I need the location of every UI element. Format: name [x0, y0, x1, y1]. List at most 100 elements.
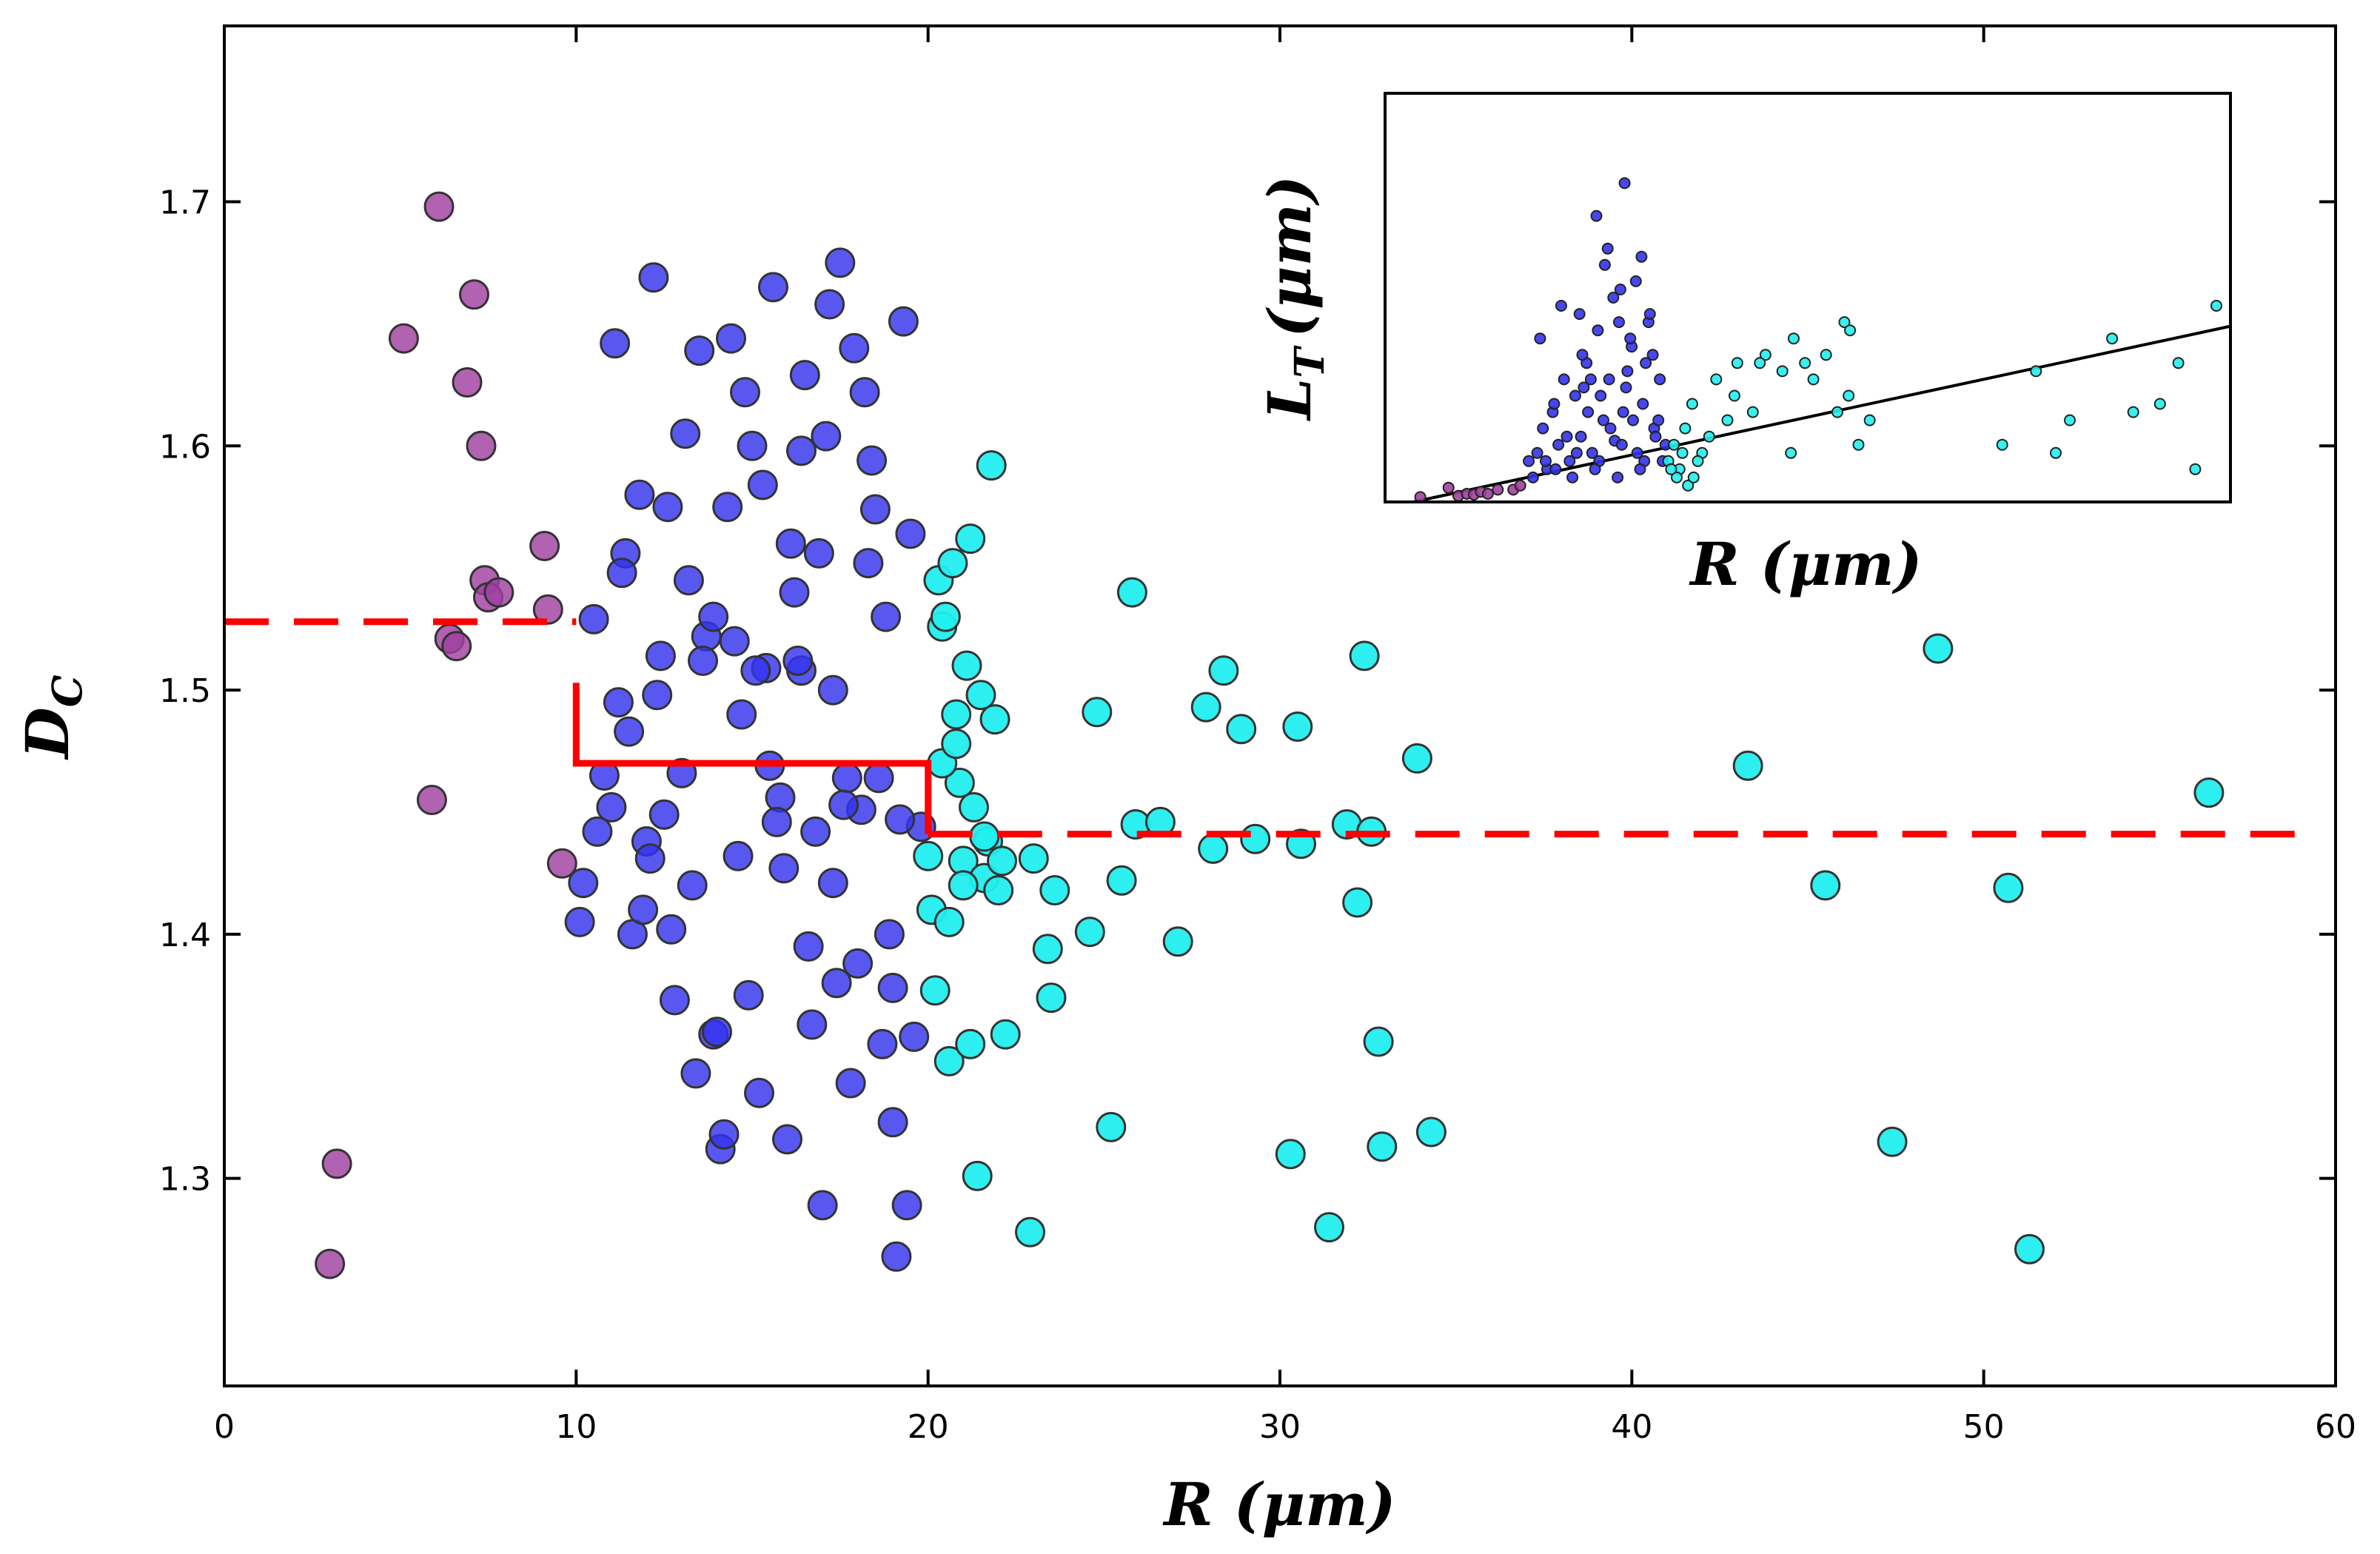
inset-point-medium — [1523, 455, 1535, 467]
main-point-large — [913, 840, 944, 871]
main-point-large — [1036, 982, 1067, 1014]
inset-point-large — [2189, 463, 2202, 475]
inset-point-medium — [1614, 284, 1626, 295]
main-point-medium — [740, 655, 771, 686]
main-y-axis-title-sub: C — [43, 674, 91, 707]
main-point-large — [919, 975, 951, 1006]
inset-point-large — [1668, 438, 1680, 451]
main-point-large — [990, 1019, 1021, 1050]
inset-point-large — [1844, 324, 1857, 337]
inset-point-medium — [1604, 422, 1617, 435]
main-point-medium — [772, 1124, 802, 1155]
main-x-tick-label: 10 — [555, 1408, 597, 1446]
inset-point-medium — [1584, 373, 1597, 386]
main-point-large — [955, 523, 986, 555]
inset-point-medium — [1612, 471, 1624, 483]
main-y-axis-title-main: D — [13, 707, 82, 760]
inset-point-medium — [1526, 471, 1539, 483]
inset-point-medium — [1654, 373, 1666, 386]
inset-point-large — [1996, 438, 2008, 451]
inset-point-large — [1731, 357, 1743, 369]
main-point-large — [1993, 872, 2024, 903]
inset-point-large — [1686, 398, 1698, 410]
inset-point-large — [1676, 446, 1689, 459]
main-x-tick-label: 60 — [2315, 1408, 2356, 1446]
main-point-medium — [881, 1241, 912, 1272]
main-point-medium — [645, 640, 676, 671]
main-x-tick-label: 30 — [1259, 1408, 1301, 1446]
main-point-large — [1074, 917, 1105, 948]
inset-point-large — [1863, 414, 1876, 426]
inset-point-large — [1754, 357, 1766, 369]
main-point-medium — [733, 979, 764, 1011]
main-point-medium — [831, 763, 862, 794]
inset-point-medium — [1549, 463, 1562, 475]
main-point-medium — [786, 435, 817, 466]
main-x-tick-label: 20 — [908, 1408, 949, 1446]
main-point-medium — [821, 968, 852, 999]
inset-point-medium — [1640, 357, 1652, 369]
inset-point-large — [2050, 446, 2062, 459]
inset-point-large — [1852, 438, 1865, 451]
main-point-medium — [726, 699, 757, 730]
inset-plot: R (μm) LT (μm) — [1255, 92, 2232, 599]
main-point-large — [1367, 1131, 1398, 1162]
main-point-medium — [877, 972, 908, 1003]
main-point-medium — [730, 377, 760, 408]
main-point-small — [441, 631, 472, 662]
inset-point-medium — [1637, 398, 1649, 410]
main-point-medium — [895, 518, 926, 549]
main-point-large — [955, 1028, 986, 1059]
main-point-medium — [859, 494, 891, 525]
inset-point-large — [2064, 414, 2076, 426]
inset-point-medium — [1555, 300, 1567, 312]
main-point-medium — [737, 430, 768, 461]
inset-data-points — [1414, 177, 2222, 503]
main-point-large — [1198, 833, 1229, 864]
inset-point-medium — [1631, 446, 1643, 459]
inset-point-large — [1692, 455, 1704, 467]
main-x-tick-label: 50 — [1963, 1408, 2005, 1446]
inset-point-medium — [1617, 406, 1629, 418]
inset-y-axis-title: LT (μm) — [1255, 175, 1333, 421]
main-point-medium — [719, 626, 750, 657]
main-point-medium — [628, 894, 659, 925]
inset-point-large — [2127, 406, 2139, 418]
main-point-large — [959, 791, 989, 823]
inset-point-medium — [1540, 455, 1552, 467]
main-point-large — [965, 680, 996, 711]
main-x-tick-label: 40 — [1611, 1408, 1652, 1446]
main-point-large — [1342, 887, 1373, 918]
inset-point-medium — [1603, 373, 1615, 386]
main-x-tick-label: 0 — [214, 1408, 235, 1446]
main-point-large — [1401, 743, 1432, 774]
inset-point-large — [1729, 389, 1740, 402]
inset-point-medium — [1634, 463, 1646, 475]
main-point-large — [987, 845, 1017, 877]
inset-point-medium — [1646, 349, 1659, 361]
main-point-large — [948, 870, 979, 901]
main-point-large — [1190, 691, 1221, 723]
main-point-medium — [814, 289, 845, 320]
main-y-tick-label: 1.5 — [159, 672, 211, 710]
inset-point-large — [1721, 414, 1734, 426]
inset-point-large — [1820, 349, 1832, 361]
main-point-medium — [656, 914, 687, 945]
main-point-medium — [891, 1190, 922, 1221]
inset-point-large — [2210, 300, 2222, 312]
inset-point-small — [1481, 488, 1494, 500]
main-point-medium — [680, 1058, 711, 1089]
main-point-large — [962, 1160, 993, 1191]
main-point-small — [315, 1248, 346, 1279]
main-point-large — [2014, 1233, 2045, 1265]
main-point-medium — [857, 445, 888, 476]
inset-point-large — [2106, 332, 2119, 345]
inset-background — [1385, 93, 2230, 502]
main-point-medium — [758, 272, 788, 303]
main-y-tick-label: 1.6 — [159, 428, 211, 466]
main-y-tick-label: 1.3 — [159, 1161, 211, 1199]
main-point-medium — [775, 528, 806, 559]
inset-point-large — [1838, 316, 1851, 329]
main-point-medium — [634, 843, 666, 874]
